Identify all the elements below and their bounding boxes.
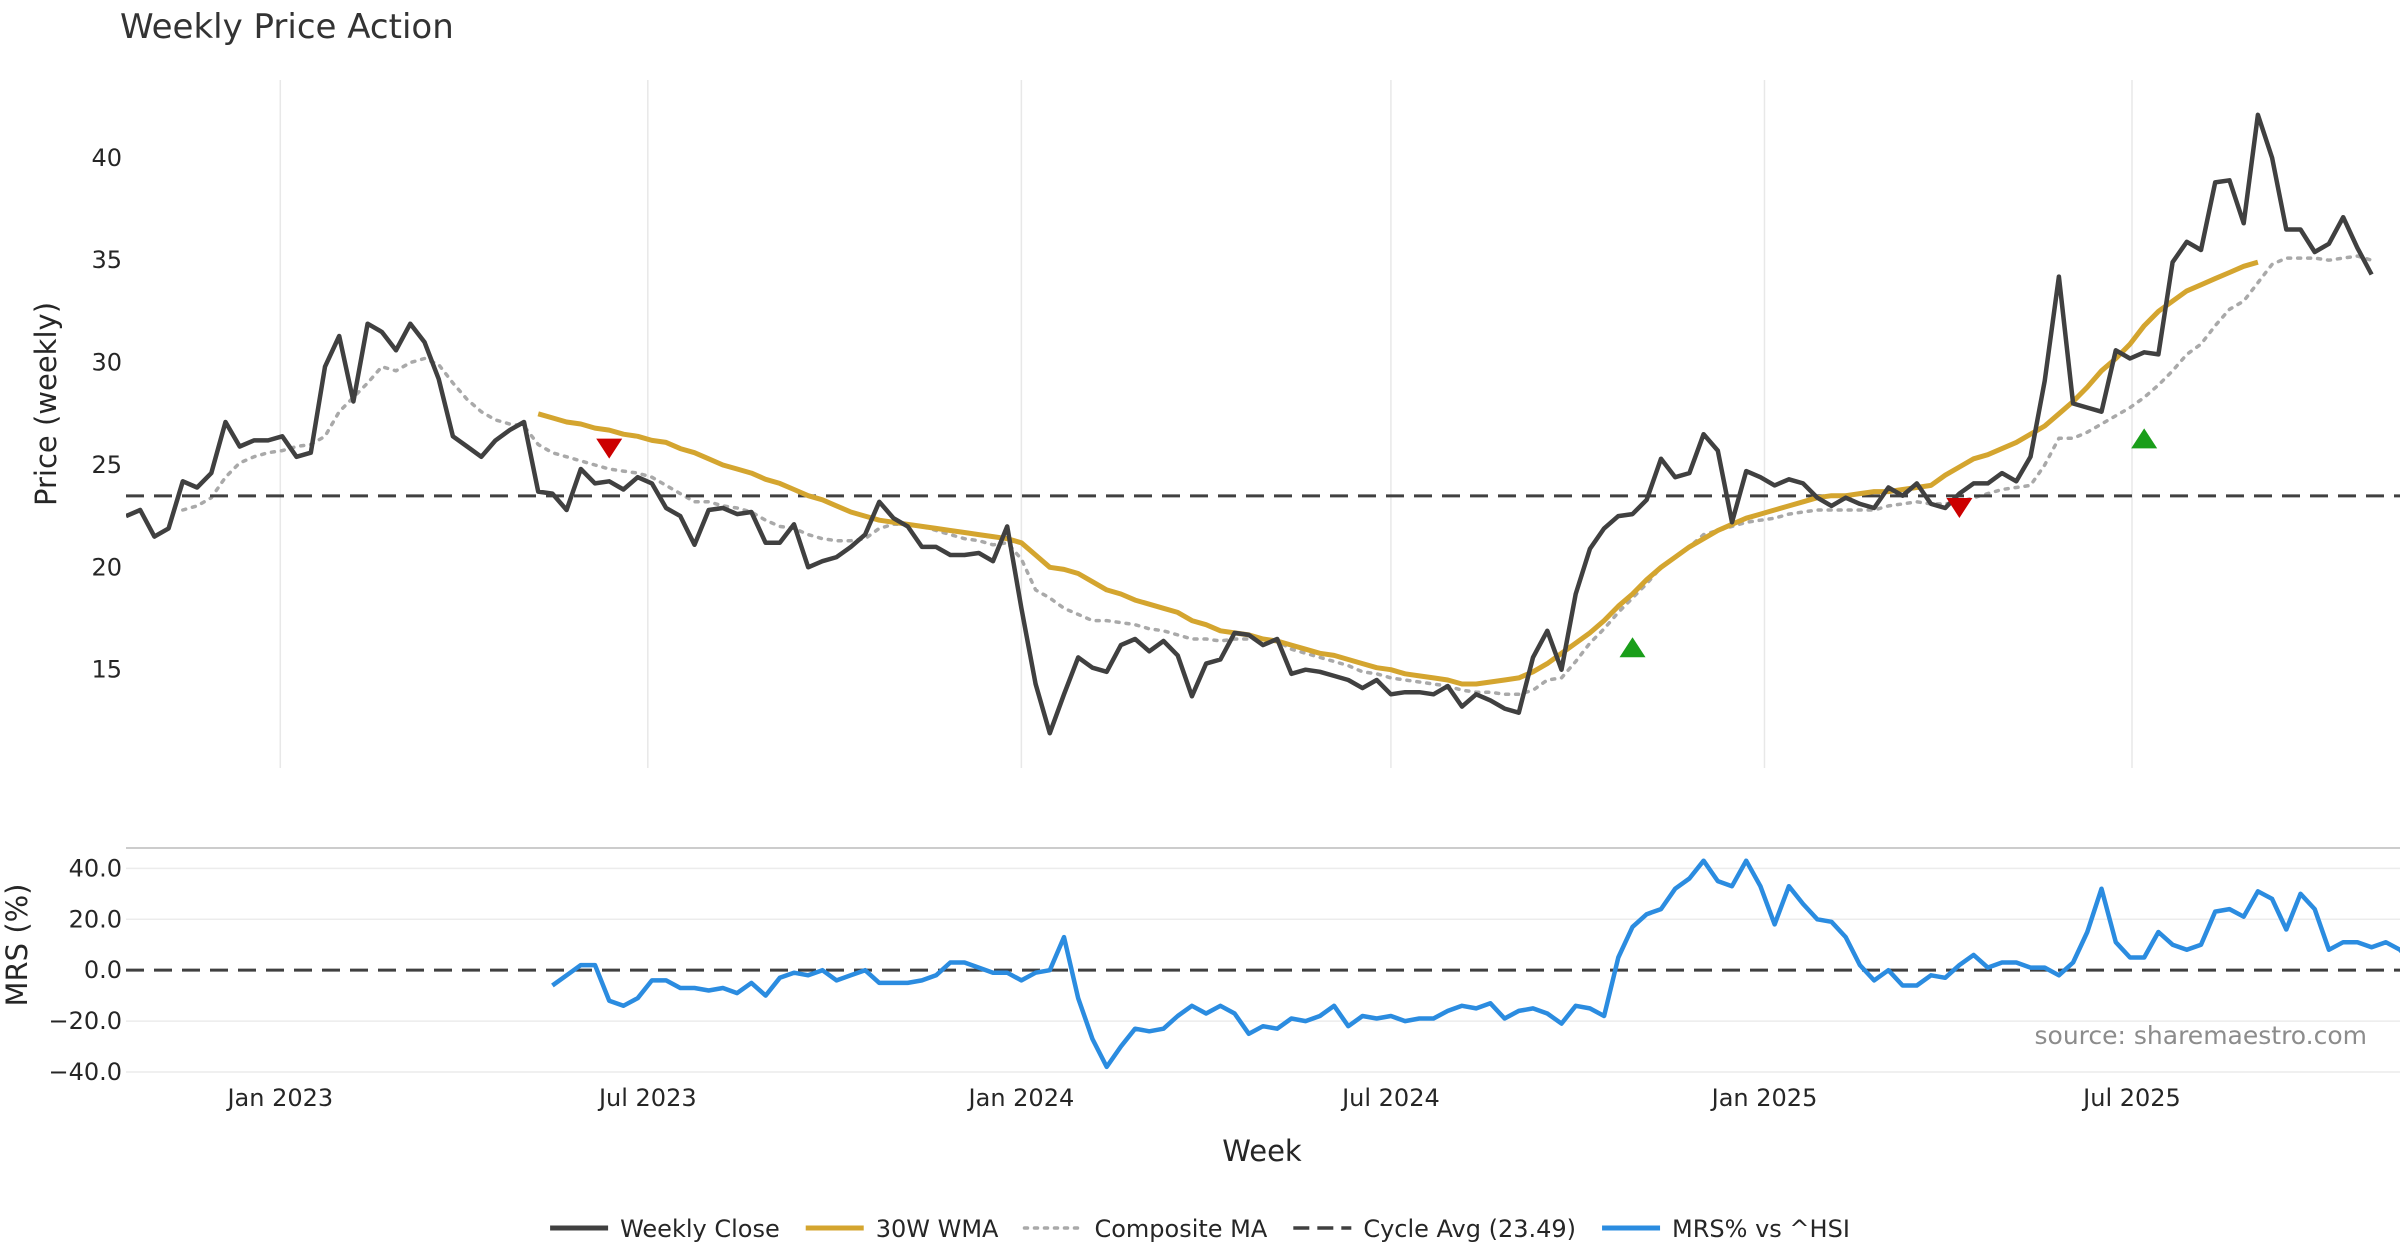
legend-label: Cycle Avg (23.49) (1363, 1215, 1576, 1243)
x-axis-label: Week (1222, 1134, 1302, 1168)
price-grid (279, 80, 2133, 768)
buy-signal-marker (1619, 637, 1646, 658)
price-y-tick-label: 15 (91, 656, 122, 684)
weekly-close-line (126, 112, 2374, 736)
price-y-tick-label: 25 (91, 451, 122, 479)
signal-markers (596, 428, 2158, 658)
legend-label: 30W WMA (876, 1215, 999, 1243)
mrs-panel: −40.0 −20.0 0.0 20.0 40.0 MRS (%) Jan 2023 Ju… (0, 847, 2400, 1168)
x-tick-label: Jan 2024 (967, 1084, 1075, 1112)
sell-signal-marker (596, 438, 623, 459)
mrs-y-tick-label: −40.0 (48, 1058, 122, 1086)
price-y-ticks: 15 20 25 30 35 40 (91, 144, 122, 684)
x-tick-label: Jul 2024 (1340, 1084, 1440, 1112)
price-panel: Weekly Price Action 15 20 25 30 35 40 Price (… (29, 7, 2400, 768)
x-axis-ticks: Jan 2023 Jul 2023 Jan 2024 Jul 2024 Jan 2025… (225, 1084, 2180, 1112)
x-tick-label: Jul 2023 (597, 1084, 697, 1112)
mrs-y-tick-label: 20.0 (69, 905, 122, 933)
price-y-axis-label: Price (weekly) (29, 302, 63, 506)
x-tick-label: Jul 2025 (2081, 1084, 2181, 1112)
mrs-y-ticks: −40.0 −20.0 0.0 20.0 40.0 (48, 854, 122, 1086)
mrs-grid (126, 847, 2400, 1073)
mrs-y-tick-label: −20.0 (48, 1007, 122, 1035)
price-y-tick-label: 30 (91, 349, 122, 377)
legend-label: MRS% vs ^HSI (1672, 1215, 1850, 1243)
price-y-tick-label: 40 (91, 144, 122, 172)
mrs-vs-hsi-line (551, 858, 2400, 1070)
x-tick-label: Jan 2025 (1710, 1084, 1818, 1112)
30w-wma-line (537, 259, 2259, 687)
mrs-y-axis-label: MRS (%) (0, 884, 34, 1007)
sell-signal-marker (1946, 497, 1973, 518)
mrs-series (126, 858, 2400, 1070)
price-y-tick-label: 35 (91, 246, 122, 274)
source-annotation: source: sharemaestro.com (2035, 1021, 2368, 1050)
buy-signal-marker (2131, 428, 2158, 449)
legend-label: Weekly Close (620, 1215, 780, 1243)
price-series (126, 112, 2400, 736)
chart-title: Weekly Price Action (120, 7, 454, 47)
mrs-y-tick-label: 0.0 (84, 956, 122, 984)
x-tick-label: Jan 2023 (225, 1084, 333, 1112)
mrs-y-tick-label: 40.0 (69, 854, 122, 882)
price-y-tick-label: 20 (91, 553, 122, 581)
legend-label: Composite MA (1094, 1215, 1267, 1243)
legend: Weekly Close 30W WMA Composite MA Cycle Avg… (550, 1215, 1850, 1243)
